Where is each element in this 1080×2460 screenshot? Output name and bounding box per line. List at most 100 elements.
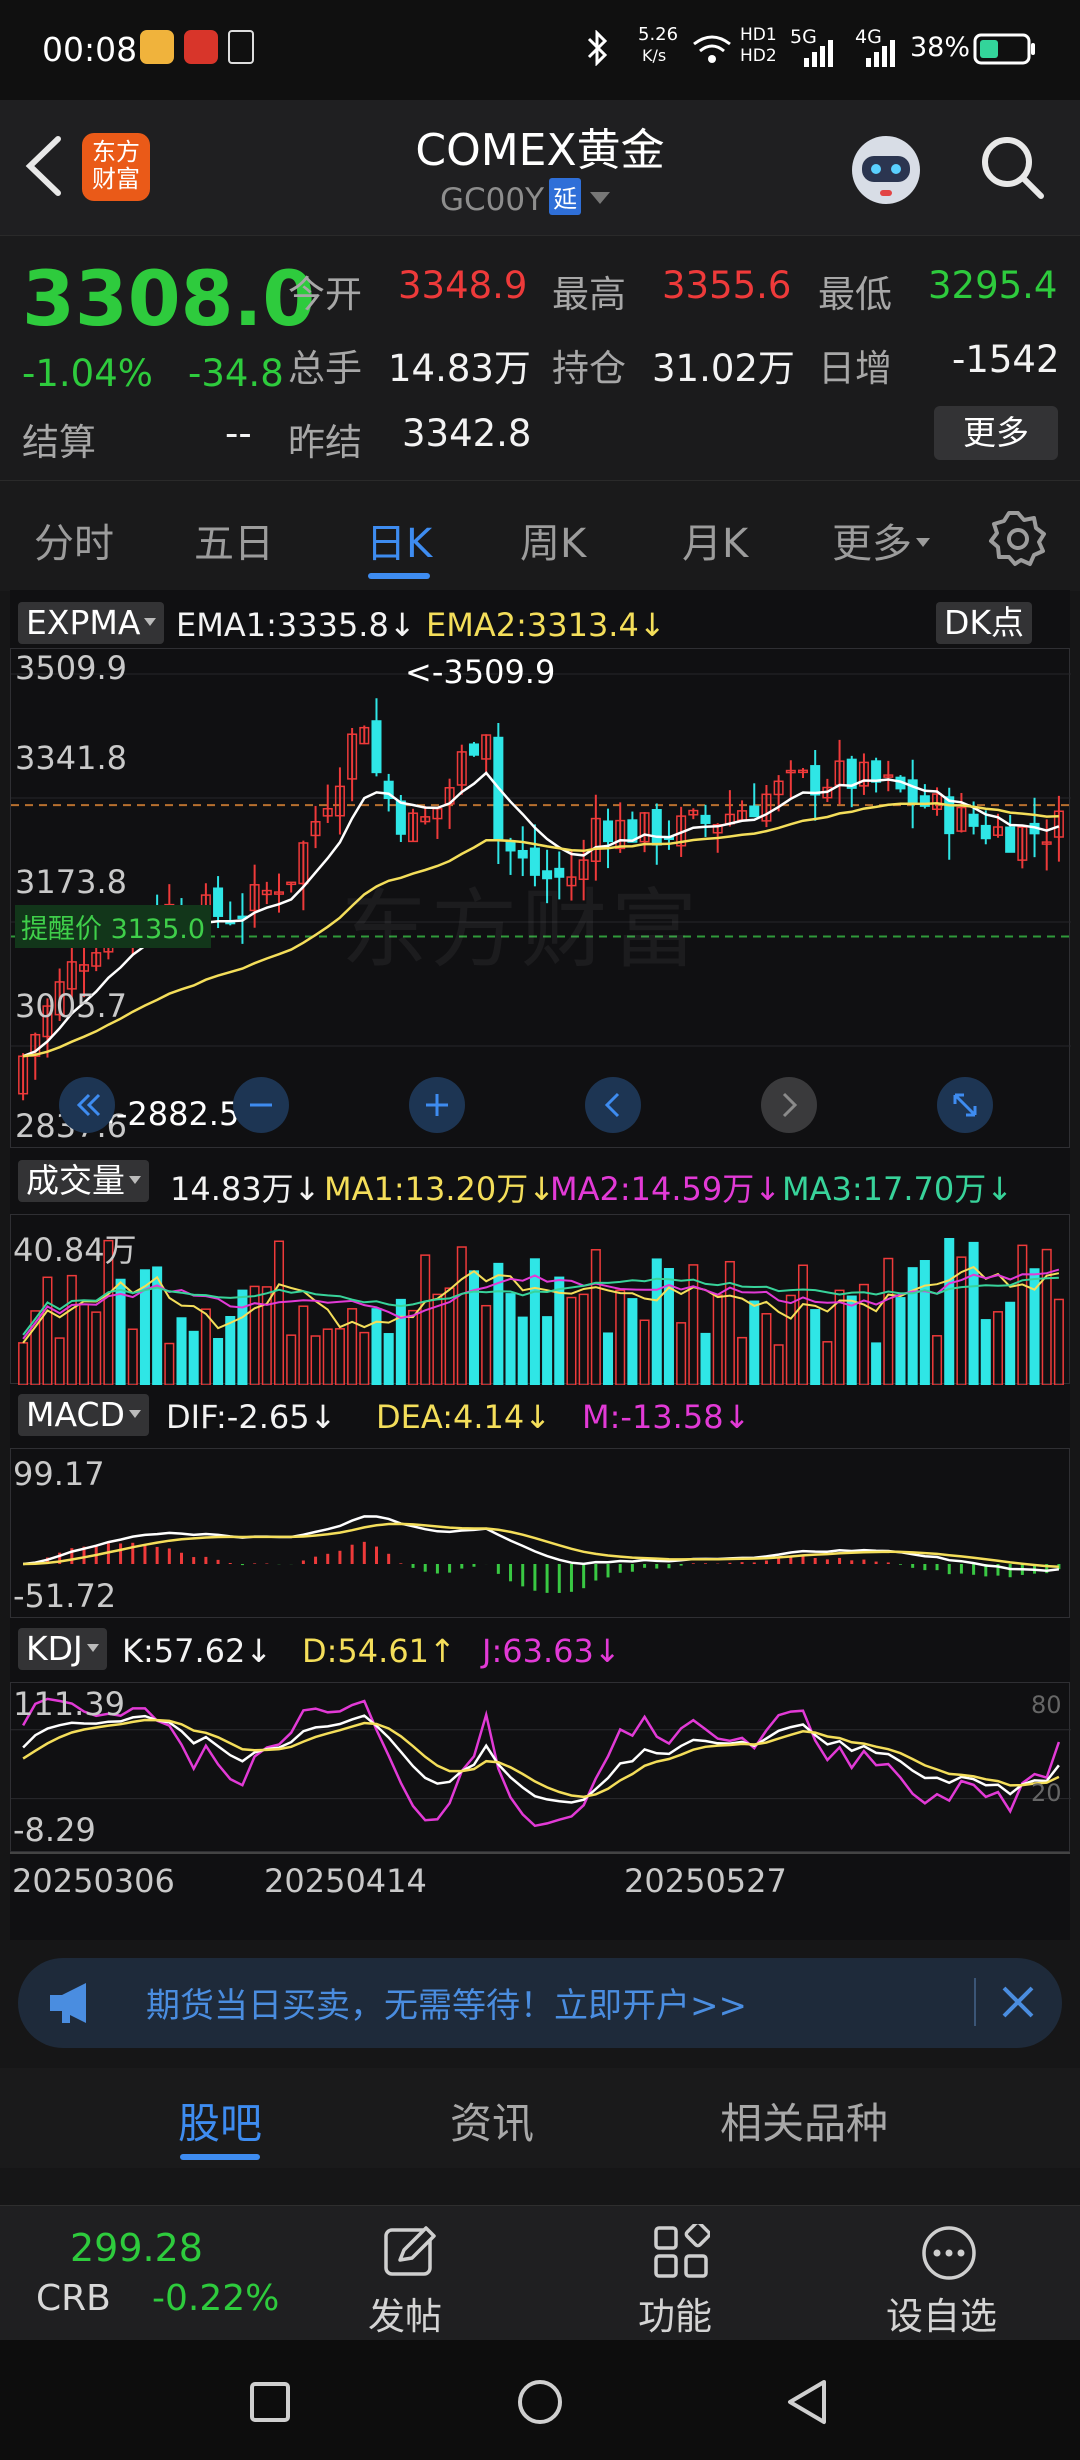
volume-value: 14.83万 xyxy=(388,338,531,392)
settle-value: -- xyxy=(225,412,252,455)
tab-monthly-k[interactable]: 月K xyxy=(682,511,748,569)
volume-bar xyxy=(592,1250,601,1385)
page-title: COMEX黄金 xyxy=(340,114,740,178)
main-indicator-selector[interactable]: EXPMA xyxy=(18,602,164,644)
x-date-2: 20250414 xyxy=(264,1862,427,1900)
contract-code-selector[interactable]: GC00Y 延 xyxy=(440,178,610,218)
volume-bar xyxy=(823,1342,832,1385)
back-icon[interactable] xyxy=(20,133,70,199)
volume-bar xyxy=(762,1314,771,1385)
main-indicator-name: EXPMA xyxy=(26,603,140,642)
volume-bar xyxy=(323,1329,332,1385)
fullscreen-button[interactable] xyxy=(937,1077,993,1133)
active-tab-indicator xyxy=(368,573,430,579)
macd-chart[interactable] xyxy=(11,1449,1071,1619)
expma-indicator-row: EXPMA EMA1:3335.8↓ EMA2:3313.4↓ DK点 xyxy=(10,598,1070,648)
tab-weekly-k[interactable]: 周K xyxy=(520,511,586,569)
candle-body xyxy=(811,766,820,795)
tab-news[interactable]: 资讯 xyxy=(450,2090,534,2151)
volume-bar xyxy=(165,1344,174,1385)
candle-body xyxy=(470,744,479,755)
volume-bar xyxy=(1055,1299,1064,1385)
macd-indicator-row: MACD DIF:-2.65↓ DEA:4.14↓ M:-13.58↓ xyxy=(10,1390,1070,1440)
promo-divider xyxy=(974,1978,976,2026)
expand-icon xyxy=(937,1077,993,1133)
volume-bar xyxy=(92,1312,101,1385)
close-icon[interactable] xyxy=(998,1982,1038,2022)
battery-icon xyxy=(973,32,1037,66)
nav-back-icon[interactable] xyxy=(784,2378,830,2426)
kdj-indicator-selector[interactable]: KDJ xyxy=(18,1628,107,1670)
prev-settle-value: 3342.8 xyxy=(402,412,531,455)
volume-bar xyxy=(1006,1303,1015,1385)
settings-icon[interactable] xyxy=(988,509,1048,569)
volume-bar xyxy=(421,1255,430,1385)
scroll-right-button[interactable] xyxy=(761,1077,817,1133)
kdj-d-line xyxy=(23,1720,1059,1797)
volume-bar xyxy=(458,1247,467,1385)
tab-daily-k[interactable]: 日K xyxy=(366,511,432,569)
tab-related[interactable]: 相关品种 xyxy=(720,2090,888,2151)
chevron-left-icon xyxy=(585,1077,641,1133)
alert-price-label[interactable]: 提醒价 3135.0 xyxy=(15,905,211,948)
volume-arrow-down-icon: ↓ xyxy=(294,1170,321,1208)
y-label-4: 3005.7 xyxy=(15,987,127,1025)
function-button[interactable]: 功能 xyxy=(630,2206,750,2341)
macd-indicator-selector[interactable]: MACD xyxy=(18,1394,149,1436)
macd-indicator-name: MACD xyxy=(26,1395,125,1434)
d-arrow-up-icon: ↑ xyxy=(429,1632,456,1670)
crb-index-widget[interactable]: 299.28 CRB -0.22% xyxy=(0,2206,300,2341)
macd-dea-line xyxy=(23,1524,1059,1567)
zoom-in-button[interactable] xyxy=(409,1077,465,1133)
tab-intraday[interactable]: 分时 xyxy=(34,511,114,569)
volume-indicator-selector[interactable]: 成交量 xyxy=(18,1160,149,1202)
volume-bar xyxy=(543,1317,552,1385)
signal-4g-icon xyxy=(862,38,902,68)
search-icon[interactable] xyxy=(975,130,1049,204)
dropdown-arrow-icon xyxy=(144,618,156,626)
post-button[interactable]: 发帖 xyxy=(360,2206,480,2341)
change-percent: -1.04% xyxy=(22,352,153,395)
more-quote-button[interactable]: 更多 xyxy=(934,406,1058,460)
tab-forum[interactable]: 股吧 xyxy=(178,2090,262,2151)
volume-bar xyxy=(68,1276,77,1385)
volume-bar xyxy=(616,1290,625,1385)
volume-ma1: MA1:13.20万↓ xyxy=(324,1164,555,1210)
nav-square-icon[interactable] xyxy=(248,2380,292,2424)
kdj-k-text: K:57.62 xyxy=(122,1632,245,1670)
dk-point-button[interactable]: DK点 xyxy=(936,602,1032,644)
macd-y-top: 99.17 xyxy=(13,1455,105,1493)
crb-change: -0.22% xyxy=(152,2278,279,2319)
clipboard-notification-icon xyxy=(228,30,254,64)
tab-more[interactable]: 更多 xyxy=(832,511,930,569)
app-header: 东方 财富 COMEX黄金 GC00Y 延 xyxy=(0,100,1080,235)
macd-dea-text: DEA:4.14 xyxy=(376,1398,524,1436)
crb-label: CRB xyxy=(36,2278,111,2319)
prev-settle-label: 昨结 xyxy=(288,412,362,466)
volume-chart[interactable] xyxy=(11,1215,1071,1385)
delayed-badge: 延 xyxy=(549,178,581,215)
volume-bar xyxy=(250,1286,259,1385)
add-watchlist-button[interactable]: 设自选 xyxy=(880,2206,1020,2341)
scroll-left-button[interactable] xyxy=(585,1077,641,1133)
y-label-3: 3173.8 xyxy=(15,863,127,901)
wifi-icon xyxy=(690,32,734,66)
ema2-value: EMA2:3313.4↓ xyxy=(426,606,666,644)
nav-circle-icon[interactable] xyxy=(516,2378,564,2426)
dif-arrow-down-icon: ↓ xyxy=(310,1398,337,1436)
zoom-out-button[interactable] xyxy=(233,1077,289,1133)
macd-dif: DIF:-2.65↓ xyxy=(166,1398,336,1436)
add-watchlist-label: 设自选 xyxy=(886,2286,997,2340)
net-speed-bottom: K/s xyxy=(642,48,666,64)
tab-five-day[interactable]: 五日 xyxy=(194,511,274,569)
volume-bar xyxy=(518,1317,527,1385)
crb-value: 299.28 xyxy=(70,2226,203,2270)
scroll-left-far-button[interactable] xyxy=(59,1077,115,1133)
battery-percent: 38% xyxy=(910,32,970,63)
robot-avatar-icon[interactable] xyxy=(844,128,928,212)
kdj-chart[interactable] xyxy=(11,1683,1071,1853)
logo-line2: 财富 xyxy=(82,166,150,193)
kdj-j: J:63.63↓ xyxy=(482,1632,621,1670)
promo-banner[interactable]: 期货当日买卖，无需等待！立即开户>> xyxy=(18,1958,1062,2048)
high-label: 最高 xyxy=(552,264,626,318)
